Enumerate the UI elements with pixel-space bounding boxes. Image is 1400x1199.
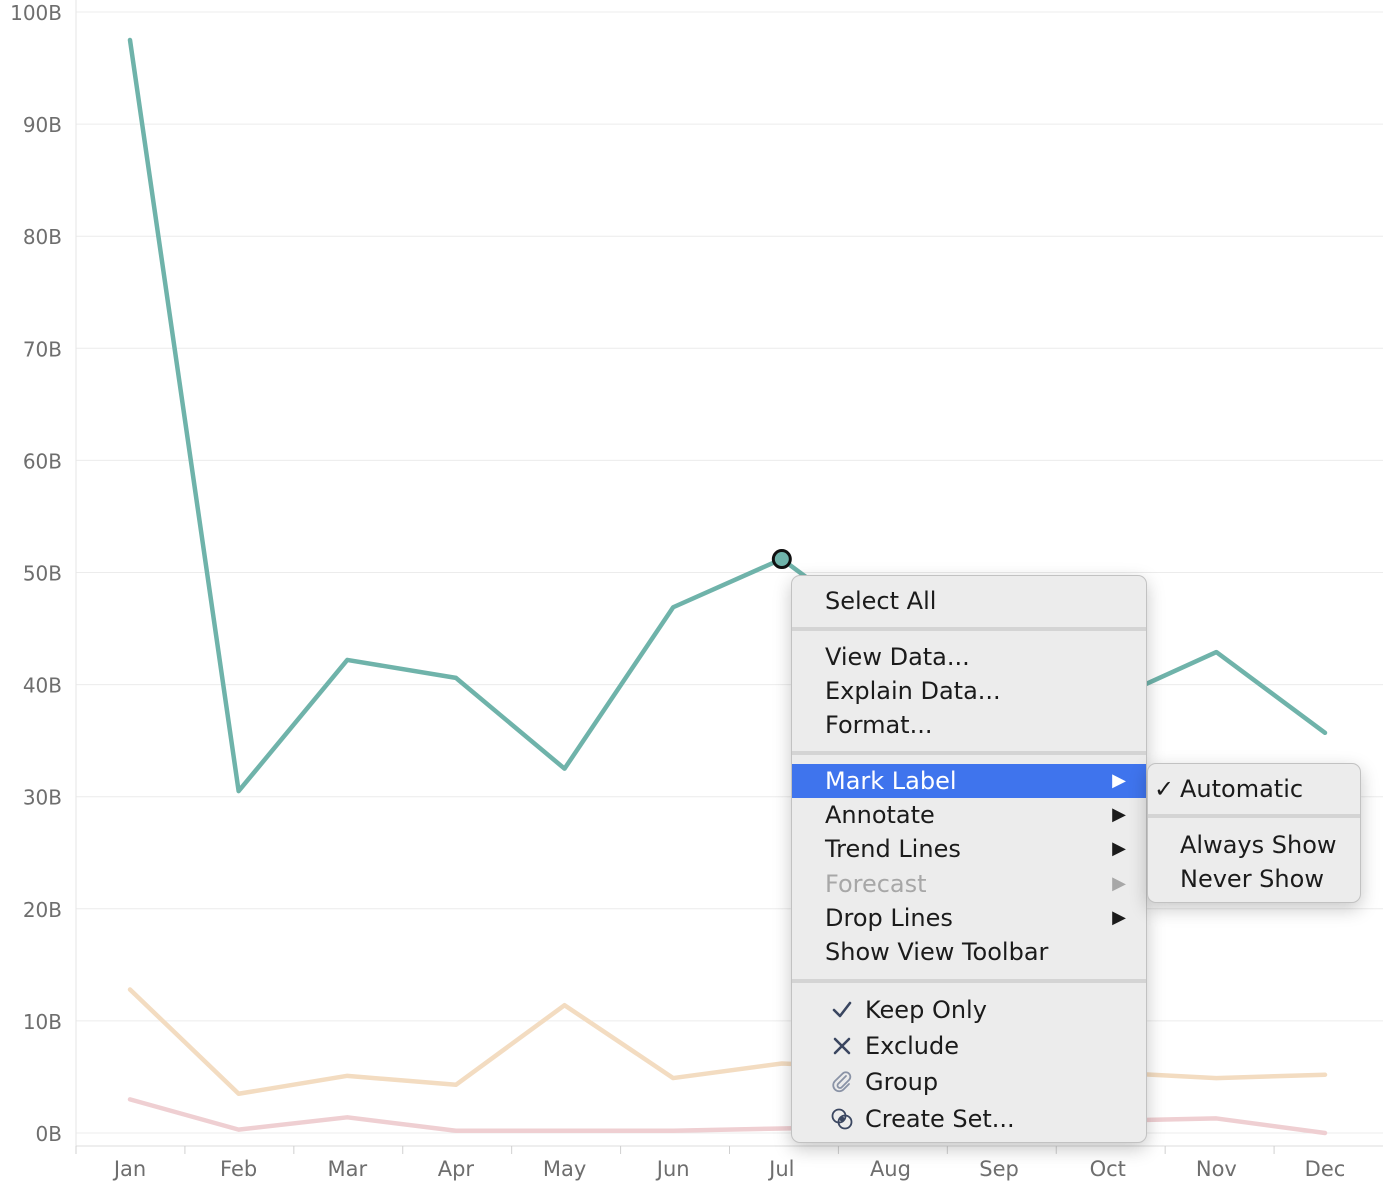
create-set-icon [830, 1102, 854, 1136]
y-tick-label: 70B [23, 337, 62, 361]
x-tick-label: Dec [1305, 1157, 1346, 1181]
checkmark-icon: ✓ [1154, 775, 1175, 803]
submenu-arrow-icon: ▶ [1112, 873, 1126, 894]
submenu-arrow-icon: ▶ [1112, 804, 1126, 825]
gridlines [76, 11, 1383, 1134]
menu-item-drop-lines[interactable]: Drop Lines ▶ [792, 901, 1146, 935]
selected-point-marker [771, 549, 792, 570]
submenu-item-always-show[interactable]: Always Show [1180, 831, 1337, 859]
y-tick-label: 10B [23, 1010, 62, 1034]
x-tick-label: Oct [1090, 1157, 1126, 1181]
y-tick-label: 90B [23, 113, 62, 137]
x-tick-label: Nov [1196, 1157, 1237, 1181]
menu-separator [792, 751, 1146, 755]
x-tick-label: May [543, 1157, 586, 1181]
menu-separator [792, 979, 1146, 983]
menu-item-format[interactable]: Format... [825, 711, 933, 739]
submenu-item-automatic[interactable]: ✓ Automatic [1148, 772, 1360, 806]
y-tick-label: 0B [36, 1122, 62, 1146]
menu-item-create-set[interactable]: Create Set... [792, 1102, 1146, 1136]
menu-item-trend-lines[interactable]: Trend Lines ▶ [792, 832, 1146, 866]
y-tick-label: 100B [10, 1, 62, 25]
menu-separator [1148, 814, 1360, 818]
menu-item-keep-only[interactable]: Keep Only [792, 993, 1146, 1027]
menu-item-show-view-toolbar[interactable]: Show View Toolbar [825, 938, 1049, 966]
mark-label-submenu: ✓ Automatic Always Show Never Show [1147, 763, 1361, 903]
menu-item-group[interactable]: Group [792, 1065, 1146, 1099]
context-menu: Select All View Data... Explain Data... … [791, 575, 1147, 1143]
y-tick-label: 80B [23, 225, 62, 249]
x-tick-label: Aug [870, 1157, 911, 1181]
y-tick-label: 40B [23, 674, 62, 698]
x-tick-label: Jul [767, 1157, 794, 1181]
y-tick-label: 30B [23, 786, 62, 810]
y-tick-label: 60B [23, 449, 62, 473]
x-tick-label: Jan [112, 1157, 146, 1181]
menu-separator [792, 627, 1146, 631]
menu-item-exclude[interactable]: Exclude [792, 1029, 1146, 1063]
submenu-item-never-show[interactable]: Never Show [1180, 865, 1324, 893]
x-tick-label: Mar [327, 1157, 367, 1181]
submenu-arrow-icon: ▶ [1112, 838, 1126, 859]
check-icon [830, 993, 854, 1027]
x-tick-label: Apr [438, 1157, 475, 1181]
menu-item-mark-label[interactable]: Mark Label ▶ [792, 764, 1146, 798]
x-tick-label: Sep [979, 1157, 1019, 1181]
x-tick-label: Jun [655, 1157, 690, 1181]
selected-data-point [771, 549, 792, 570]
y-tick-label: 20B [23, 898, 62, 922]
y-axis-ticks: 0B 10B 20B 30B 40B 50B 60B 70B 80B 90B 100B [10, 1, 62, 1146]
menu-item-forecast: Forecast ▶ [792, 867, 1146, 901]
submenu-arrow-icon: ▶ [1112, 907, 1126, 928]
x-tick-label: Feb [220, 1157, 257, 1181]
x-axis: Jan Feb Mar Apr May Jun Jul Aug Sep Oct Nov Dec [75, 0, 1383, 1181]
menu-item-annotate[interactable]: Annotate ▶ [792, 798, 1146, 832]
menu-item-explain-data[interactable]: Explain Data... [825, 677, 1001, 705]
y-tick-label: 50B [23, 562, 62, 586]
x-icon [830, 1029, 854, 1063]
paperclip-icon [830, 1065, 854, 1099]
submenu-arrow-icon: ▶ [1112, 770, 1126, 791]
menu-item-view-data[interactable]: View Data... [825, 643, 970, 671]
menu-item-select-all[interactable]: Select All [825, 587, 937, 615]
